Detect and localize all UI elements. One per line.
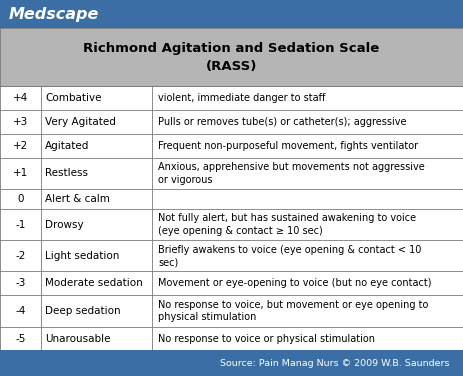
Text: Source: Pain Manag Nurs © 2009 W.B. Saunders: Source: Pain Manag Nurs © 2009 W.B. Saun… — [219, 359, 449, 368]
Text: Frequent non-purposeful movement, fights ventilator: Frequent non-purposeful movement, fights… — [158, 141, 418, 151]
Text: Not fully alert, but has sustained awakening to voice
(eye opening & contact ≥ 1: Not fully alert, but has sustained awake… — [158, 213, 416, 236]
Text: 0: 0 — [17, 194, 24, 204]
Text: +1: +1 — [13, 168, 28, 178]
Text: Richmond Agitation and Sedation Scale
(RASS): Richmond Agitation and Sedation Scale (R… — [83, 42, 380, 73]
Text: -2: -2 — [15, 251, 25, 261]
Text: -4: -4 — [15, 306, 25, 316]
Text: Drowsy: Drowsy — [45, 220, 84, 230]
Text: Unarousable: Unarousable — [45, 334, 111, 344]
Text: No response to voice or physical stimulation: No response to voice or physical stimula… — [158, 334, 375, 344]
Text: +2: +2 — [13, 141, 28, 151]
Text: +3: +3 — [13, 117, 28, 127]
Text: Combative: Combative — [45, 93, 102, 103]
Text: -5: -5 — [15, 334, 25, 344]
Text: -3: -3 — [15, 278, 25, 288]
Text: Moderate sedation: Moderate sedation — [45, 278, 143, 288]
Text: Alert & calm: Alert & calm — [45, 194, 110, 204]
Text: Anxious, apprehensive but movements not aggressive
or vigorous: Anxious, apprehensive but movements not … — [158, 162, 425, 185]
Text: Agitated: Agitated — [45, 141, 89, 151]
Text: Deep sedation: Deep sedation — [45, 306, 121, 316]
Text: -1: -1 — [15, 220, 25, 230]
Text: +4: +4 — [13, 93, 28, 103]
Text: Very Agitated: Very Agitated — [45, 117, 116, 127]
Text: Briefly awakens to voice (eye opening & contact < 10
sec): Briefly awakens to voice (eye opening & … — [158, 245, 421, 267]
Text: Restless: Restless — [45, 168, 88, 178]
Text: violent, immediate danger to staff: violent, immediate danger to staff — [158, 93, 325, 103]
Text: Medscape: Medscape — [8, 7, 99, 22]
Text: Light sedation: Light sedation — [45, 251, 119, 261]
Text: No response to voice, but movement or eye opening to
physical stimulation: No response to voice, but movement or ey… — [158, 300, 428, 322]
Text: Movement or eye-opening to voice (but no eye contact): Movement or eye-opening to voice (but no… — [158, 278, 432, 288]
Text: Pulls or removes tube(s) or catheter(s); aggressive: Pulls or removes tube(s) or catheter(s);… — [158, 117, 407, 127]
